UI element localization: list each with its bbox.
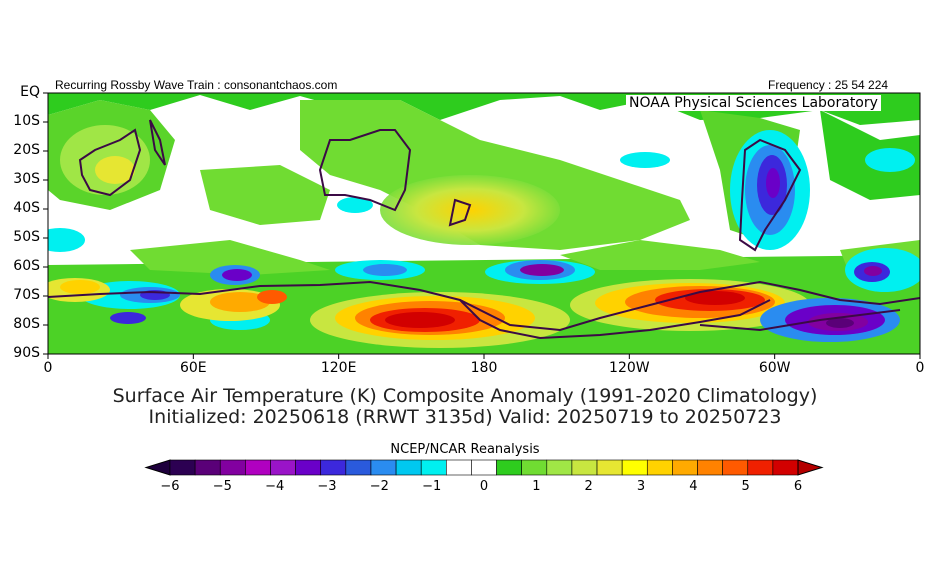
lat-label: EQ bbox=[20, 84, 40, 100]
cold-anomaly-zones bbox=[110, 145, 900, 342]
lab-name-label: NOAA Physical Sciences Laboratory bbox=[626, 95, 881, 111]
lon-label: 0 bbox=[915, 360, 925, 376]
lat-label: 70S bbox=[13, 287, 40, 303]
colorbar-tick-label: 1 bbox=[532, 479, 541, 494]
colorbar-tick-label: 0 bbox=[479, 479, 489, 494]
lat-label: 20S bbox=[13, 142, 40, 158]
coastlines bbox=[48, 119, 920, 340]
lon-label: 0 bbox=[43, 360, 53, 376]
colorbar-tick-label: −5 bbox=[212, 479, 232, 494]
axis-ticks bbox=[43, 92, 921, 359]
colorbar-tick-label: −6 bbox=[160, 479, 180, 494]
header-left-text: Recurring Rossby Wave Train : consonantc… bbox=[55, 78, 338, 92]
colorbar-tick-label: 5 bbox=[741, 479, 750, 494]
lat-label: 80S bbox=[13, 316, 40, 332]
lat-label: 50S bbox=[13, 229, 40, 245]
lat-label: 10S bbox=[13, 113, 40, 129]
lon-label: 120E bbox=[320, 360, 357, 376]
lat-label: 40S bbox=[13, 200, 40, 216]
lat-label: 90S bbox=[13, 345, 40, 361]
chart-title-line2: Initialized: 20250618 (RRWT 3135d) Valid… bbox=[148, 406, 782, 428]
lon-label: 120W bbox=[609, 360, 650, 376]
colorbar-tick-label: −2 bbox=[369, 479, 389, 494]
lon-label: 180 bbox=[470, 360, 498, 376]
header-right-text: Frequency : 25 54 224 bbox=[768, 78, 889, 92]
colorbar-tick-label: −4 bbox=[265, 479, 285, 494]
colorbar-tick-label: −3 bbox=[317, 479, 337, 494]
colorbar-tick-label: −1 bbox=[422, 479, 442, 494]
lon-label: 60W bbox=[758, 360, 791, 376]
lat-label: 30S bbox=[13, 171, 40, 187]
colorbar-title: NCEP/NCAR Reanalysis bbox=[390, 442, 540, 457]
colorbar-tick-label: 6 bbox=[793, 479, 803, 494]
lat-label: 60S bbox=[13, 258, 40, 274]
colorbar-tick-label: 3 bbox=[636, 479, 646, 494]
colorbar-tick-label: 4 bbox=[689, 479, 698, 494]
lon-label: 60E bbox=[179, 360, 207, 376]
warm-anomaly-zones bbox=[48, 125, 810, 348]
colorbar-tick-label: 2 bbox=[584, 479, 593, 494]
chart-title-line1: Surface Air Temperature (K) Composite An… bbox=[112, 385, 818, 407]
